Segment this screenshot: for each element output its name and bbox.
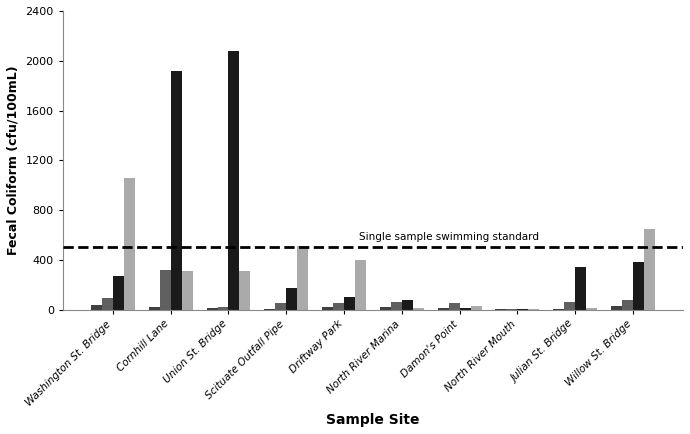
Bar	[448, 303, 460, 309]
Bar	[275, 303, 286, 309]
Bar	[170, 71, 181, 309]
Bar	[633, 262, 644, 309]
Bar	[286, 289, 297, 309]
Bar	[322, 307, 333, 309]
Bar	[91, 305, 102, 309]
Bar	[402, 300, 413, 309]
Bar	[575, 267, 586, 309]
Bar	[333, 303, 344, 309]
Bar	[344, 297, 355, 309]
Bar	[622, 300, 633, 309]
Bar	[471, 306, 482, 309]
Bar	[159, 270, 170, 309]
Bar	[228, 51, 239, 309]
Bar	[149, 307, 159, 309]
Bar	[113, 276, 124, 309]
Bar	[380, 306, 391, 309]
Y-axis label: Fecal Coliform (cfu/100mL): Fecal Coliform (cfu/100mL)	[7, 66, 20, 255]
Bar	[391, 302, 402, 309]
Bar	[355, 260, 366, 309]
Bar	[611, 306, 622, 309]
Bar	[239, 271, 250, 309]
Bar	[297, 246, 308, 309]
Bar	[564, 302, 575, 309]
Bar	[181, 271, 193, 309]
Text: Single sample swimming standard: Single sample swimming standard	[359, 233, 540, 243]
Bar	[124, 178, 135, 309]
Bar	[102, 299, 113, 309]
Bar	[217, 307, 228, 309]
Bar	[644, 229, 655, 309]
X-axis label: Sample Site: Sample Site	[326, 413, 420, 427]
